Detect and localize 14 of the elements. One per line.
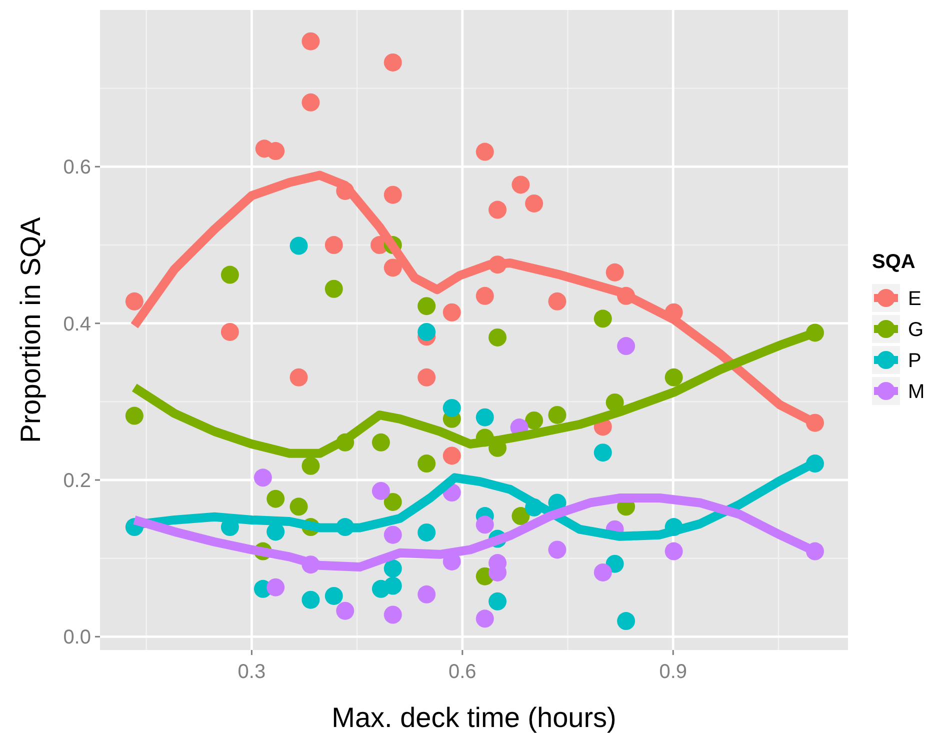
legend-label: E bbox=[908, 288, 922, 310]
legend-title: SQA bbox=[872, 251, 916, 273]
x-axis-title: Max. deck time (hours) bbox=[332, 702, 616, 733]
y-tick-label: 0.0 bbox=[63, 626, 91, 649]
y-tick-label: 0.2 bbox=[63, 470, 91, 492]
x-tick-label: 0.9 bbox=[659, 661, 688, 683]
legend-label: M bbox=[908, 381, 925, 403]
y-tick-label: 0.6 bbox=[63, 156, 91, 179]
legend-label: G bbox=[908, 319, 924, 341]
x-tick-label: 0.3 bbox=[238, 661, 266, 683]
x-tick-label: 0.6 bbox=[448, 661, 476, 683]
legend-label: P bbox=[908, 350, 922, 372]
y-tick-label: 0.4 bbox=[63, 313, 91, 336]
y-axis-title: Proportion in SQA bbox=[15, 216, 46, 443]
